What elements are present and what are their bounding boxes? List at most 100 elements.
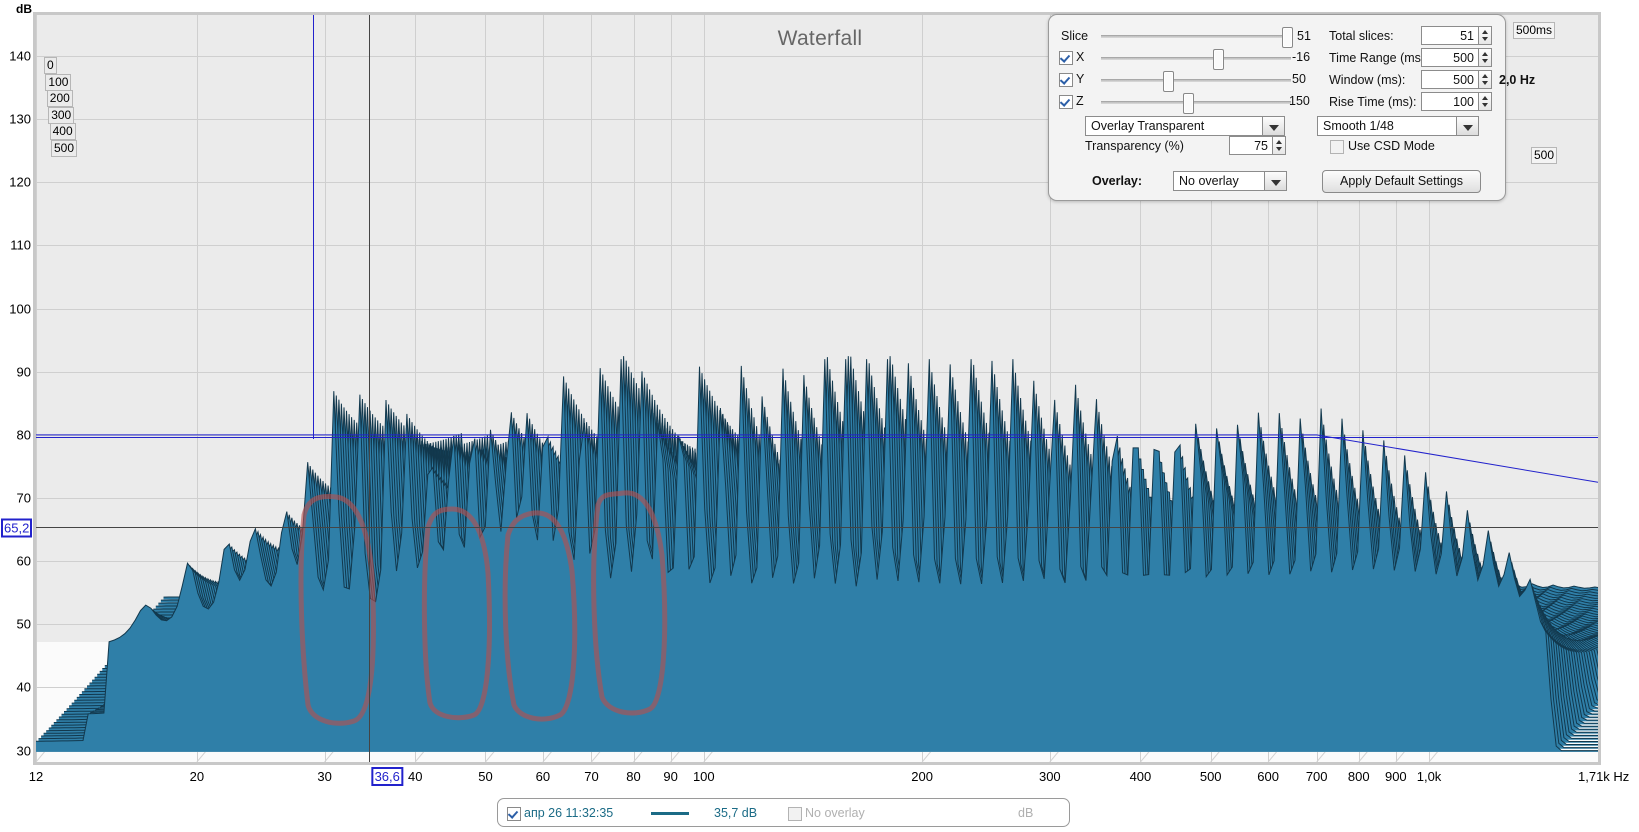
window-input[interactable]: 500 [1421,70,1479,89]
badge-500ms: 500ms [1513,22,1556,39]
y-axis-tick: 140 [9,48,31,64]
measurement-value: 35,7 dB [714,806,758,820]
y-value: 50 [1292,72,1306,86]
red-annotation-rings [298,490,668,726]
overlay-mode-combo[interactable]: Overlay Transparent [1085,116,1285,136]
grid-line-vertical [36,15,37,762]
x-axis-tick: 400 [1129,769,1152,784]
grid-line-vertical [1429,15,1431,762]
window-stepper[interactable] [1479,70,1492,89]
chevron-down-icon[interactable] [1456,117,1478,135]
x-axis-tick: 1,0k [1416,769,1442,784]
x-axis-unit-label: 1,71k Hz [1578,769,1630,784]
total-slices-input[interactable]: 51 [1421,26,1479,45]
grid-line-vertical [1140,15,1142,762]
cursor-line-vertical[interactable] [369,15,370,762]
use-csd-mode-label: Use CSD Mode [1348,139,1435,153]
time-axis-chip: 200 [46,90,73,107]
x-axis-tick: 500 [1199,769,1222,784]
y-axis-checkbox[interactable] [1059,73,1073,87]
y-axis-tick: 110 [10,237,31,253]
grid-line-horizontal [36,56,1598,58]
use-csd-mode-checkbox[interactable] [1330,140,1344,154]
window-label: Window (ms): [1329,73,1406,87]
total-slices-stepper[interactable] [1479,26,1492,45]
x-axis-tick: 100 [692,769,715,784]
overlay-legend-label: No overlay [805,806,865,820]
transparency-stepper[interactable] [1273,136,1286,155]
x-axis: 12 20 30 40 50 60 70 80 90 100 200 300 400 500 600 700 8… [29,767,1601,793]
x-axis-tick: 70 [584,769,599,784]
time-range-input[interactable]: 500 [1421,48,1479,67]
reference-line-blue [36,437,1598,438]
grid-line-vertical [1395,15,1397,762]
x-axis-tick: 20 [189,769,205,784]
grid-line-vertical [1049,15,1051,762]
x-axis-tick: 12 [28,769,44,784]
overlay-select[interactable]: No overlay [1173,171,1287,191]
waterfall-slice-edge [36,359,1598,752]
x-axis-checkbox[interactable] [1059,51,1073,65]
y-axis-tick: 40 [16,679,31,695]
grid-line-vertical [670,15,672,762]
slice-slider[interactable] [1101,27,1293,48]
series-color-swatch [651,812,689,815]
x-cursor-readout[interactable]: 36,6 [371,767,403,786]
x-value: -16 [1292,50,1311,64]
x-axis-tick: 60 [535,769,551,784]
rise-time-label: Rise Time (ms): [1329,95,1417,109]
rise-time-stepper[interactable] [1479,92,1492,111]
grid-line-vertical [1268,15,1270,762]
apply-default-settings-button[interactable]: Apply Default Settings [1322,170,1481,193]
z-rotation-slider[interactable] [1101,93,1291,114]
x-axis-tick: 50 [478,769,493,784]
transparency-input[interactable]: 75 [1229,136,1273,155]
x-axis-tick: 40 [407,769,423,784]
grid-line-horizontal [36,119,1598,121]
cursor-line-horizontal[interactable] [36,527,1598,528]
grid-line-horizontal [36,308,1598,310]
overlay-mode-value: Overlay Transparent [1091,119,1205,133]
chevron-down-icon[interactable] [1264,172,1286,190]
overlay-legend-unit: dB [1018,806,1034,820]
y-axis-unit-label: dB [16,2,32,16]
grid-line-vertical [922,15,924,762]
badge-500: 500 [1531,147,1558,164]
z-axis-checkbox[interactable] [1059,95,1073,109]
grid-line-vertical [324,15,326,762]
y-axis-tick: 30 [16,743,31,759]
x-axis-tick: 300 [1038,769,1061,784]
time-range-label: Time Range (ms): [1329,51,1429,65]
grid-line-horizontal [36,245,1598,247]
x-label: X [1076,50,1085,64]
z-label: Z [1076,94,1084,108]
time-range-stepper[interactable] [1479,48,1492,67]
time-axis-chip: 300 [48,106,75,124]
transparency-label: Transparency (%) [1085,139,1184,153]
y-cursor-readout[interactable]: 65,2 [1,518,33,538]
grid-line-vertical [485,15,487,762]
time-axis-chip: 500 [51,139,78,157]
x-rotation-slider[interactable] [1101,49,1291,70]
y-axis-tick: 130 [9,111,31,127]
y-rotation-slider[interactable] [1101,71,1291,92]
smoothing-combo[interactable]: Smooth 1/48 [1317,116,1479,136]
x-axis-tick: 900 [1384,769,1407,784]
chevron-down-icon[interactable] [1262,117,1284,135]
reference-line-blue-vertical [313,15,314,439]
grid-line-vertical [1210,15,1212,762]
z-value: 150 [1289,94,1310,108]
measurement-checkbox[interactable] [507,807,521,821]
slice-value: 51 [1297,29,1311,43]
grid-line-vertical [1316,15,1318,762]
rise-time-input[interactable]: 100 [1421,92,1479,111]
grid-line-vertical [542,15,544,762]
page-title: Waterfall [777,27,863,50]
measurement-label[interactable]: апр 26 11:32:35 [524,806,614,820]
overlay-legend-checkbox[interactable] [788,807,802,821]
x-axis-tick: 30 [317,769,332,784]
y-axis-tick: 60 [16,553,31,569]
